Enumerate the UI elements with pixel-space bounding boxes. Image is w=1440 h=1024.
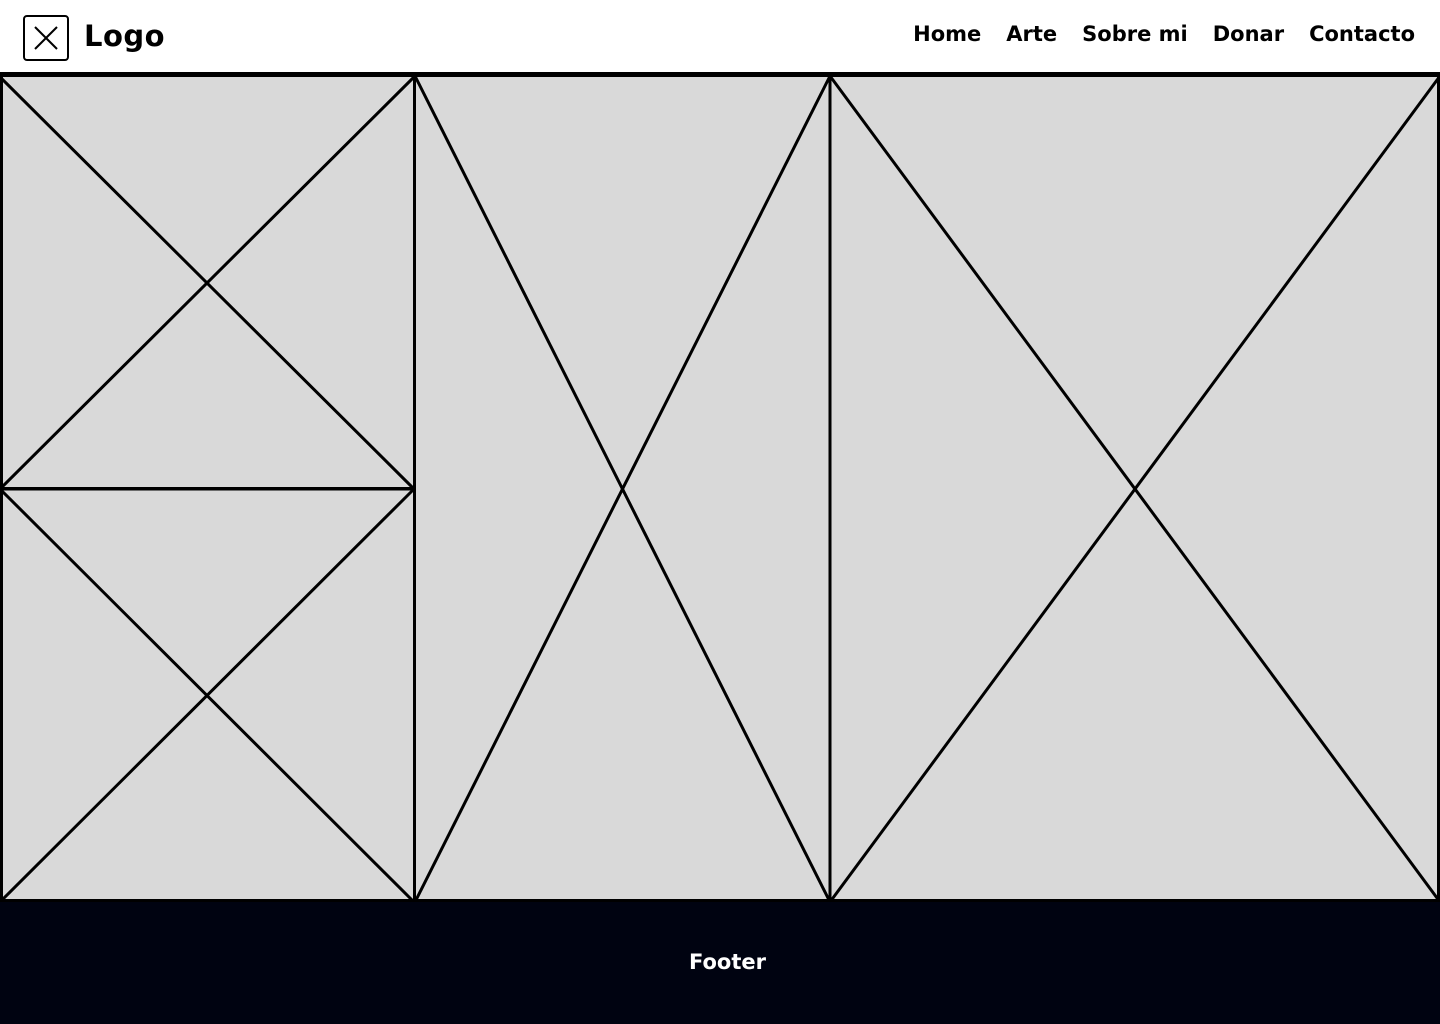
image-placeholder-4[interactable] [830,74,1440,902]
main-nav: Home Arte Sobre mi Donar Contacto [913,22,1415,46]
site-footer: Footer [0,902,1440,1024]
image-placeholder-4-frame [828,74,1440,902]
logo-placeholder-icon[interactable] [23,15,69,61]
site-header: Logo Home Arte Sobre mi Donar Contacto [0,0,1440,74]
nav-item-arte[interactable]: Arte [1006,22,1058,46]
gallery-wireframe-lines [0,74,1440,902]
image-placeholder-1[interactable] [0,74,415,489]
footer-text: Footer [689,950,766,974]
logo-text[interactable]: Logo [84,19,166,53]
image-gallery [0,74,1440,902]
image-placeholder-2[interactable] [0,489,415,902]
nav-item-donar[interactable]: Donar [1212,22,1285,46]
nav-item-contacto[interactable]: Contacto [1309,22,1415,46]
image-placeholder-3[interactable] [415,74,830,902]
nav-item-home[interactable]: Home [913,22,982,46]
nav-item-sobre-mi[interactable]: Sobre mi [1082,22,1188,46]
logo-x-icon [34,26,58,50]
